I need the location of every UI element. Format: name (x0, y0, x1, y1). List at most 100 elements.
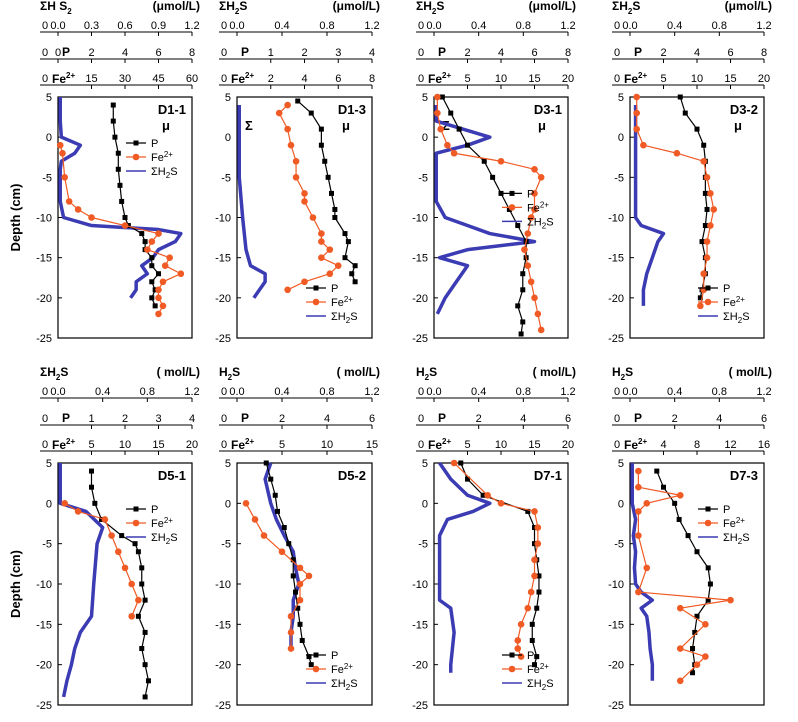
point-fe (292, 157, 300, 165)
h2s-axis-title: H2S (416, 365, 437, 382)
h2s-tick-label: 1.2 (184, 386, 199, 398)
point-fe (284, 286, 291, 294)
legend-marker-p (509, 190, 515, 196)
point-p (525, 508, 531, 514)
series-h2s (58, 97, 183, 299)
point-p (117, 182, 123, 188)
point-p (692, 629, 698, 635)
point-p (152, 287, 158, 293)
h2s-axis-units: (μmol/L) (333, 0, 380, 13)
point-p (506, 206, 512, 212)
p-tick-label: 4 (694, 47, 700, 59)
y-tick-label: 5 (46, 458, 52, 470)
point-p (92, 500, 98, 506)
point-fe (635, 467, 642, 475)
y-tick-label: -15 (36, 619, 52, 631)
point-p (705, 565, 711, 571)
h2s-tick-label: 0.4 (471, 20, 486, 32)
y-tick-label: -20 (215, 293, 231, 305)
p-tick-label: 2 (464, 47, 470, 59)
point-p (139, 581, 145, 587)
point-fe (121, 564, 129, 572)
y-tick-label: -15 (412, 253, 428, 265)
point-fe (242, 500, 250, 507)
y-tick-label: -5 (418, 172, 428, 184)
series-p (439, 94, 529, 337)
series-p (89, 468, 151, 700)
fe-tick-label: 15 (528, 73, 540, 85)
h2s-tick-label: 0.3 (84, 20, 99, 32)
point-fe (121, 222, 129, 229)
series-fe (450, 459, 542, 660)
legend-label-p: P (331, 650, 338, 662)
y-tick-label: -15 (215, 253, 231, 265)
point-p (142, 629, 148, 635)
series-p (458, 460, 542, 668)
point-p (145, 678, 151, 684)
h2s-axis-units: (μmol/L) (529, 0, 576, 13)
point-p (119, 198, 125, 204)
legend-label-h2s: ΣH2S (527, 216, 554, 230)
legend-marker-fe (312, 665, 320, 673)
p-tick-label: 6 (565, 413, 571, 425)
point-fe (56, 141, 64, 149)
point-fe (484, 491, 491, 499)
point-p (481, 158, 487, 164)
p-tick-label: 3 (155, 413, 161, 425)
p-tick-label: 2 (88, 47, 94, 59)
p-tick-label: 4 (369, 47, 375, 59)
series-line-p (656, 470, 712, 673)
mu-label: μ (734, 118, 742, 133)
p-zero-label: 0 (418, 47, 424, 59)
y-tick-label: 0 (46, 498, 52, 510)
fe-axis-symbol: Fe2+ (52, 437, 75, 452)
p-tick-label: 2 (660, 47, 666, 59)
point-fe (707, 222, 714, 229)
point-p (119, 533, 125, 539)
point-fe (148, 238, 156, 245)
p-tick-label: 1 (268, 47, 274, 59)
point-p (699, 239, 705, 245)
point-p (532, 541, 537, 547)
point-fe (524, 230, 532, 237)
point-p (142, 694, 148, 700)
y-tick-label: -5 (42, 539, 52, 551)
point-p (342, 255, 348, 261)
point-p (139, 231, 145, 237)
legend-marker-fe (508, 204, 516, 211)
fe-tick-label: 20 (562, 73, 574, 85)
legend-marker-p (509, 652, 515, 658)
fe-tick-label: 5 (279, 439, 285, 451)
p-zero-label: 0 (418, 413, 424, 425)
series-fe (434, 93, 545, 334)
point-fe (635, 588, 642, 596)
point-p (705, 597, 711, 603)
point-p (89, 484, 94, 490)
fe-axis-symbol: Fe2+ (624, 437, 647, 452)
point-p (295, 605, 301, 611)
h2s-tick-label: 0.4 (471, 386, 486, 398)
series-line-h2s (437, 462, 492, 673)
point-fe (697, 302, 704, 310)
series-h2s (633, 105, 666, 306)
h2s-axis-title: ΣH2S (40, 365, 68, 382)
p-axis-symbol: P (438, 45, 446, 59)
fe-tick-label: 20 (758, 73, 770, 85)
h2s-tick-label: 1.2 (184, 20, 199, 32)
point-fe (284, 101, 291, 109)
series-line-p (265, 462, 312, 665)
series-p (110, 102, 161, 309)
legend-label-p: P (151, 138, 158, 150)
point-fe (292, 174, 300, 181)
h2s-axis-units: ( mol/L) (533, 365, 576, 379)
point-fe (166, 254, 173, 261)
h2s-axis-title: H2S (219, 365, 240, 382)
fe-zero-label: 0 (221, 73, 227, 85)
y-tick-label: -20 (215, 660, 231, 672)
point-fe (534, 524, 542, 531)
point-fe (531, 294, 538, 302)
h2s-tick-label: 0.0 (229, 20, 244, 32)
y-tick-label: -20 (36, 293, 52, 305)
fe-zero-label: 0 (42, 73, 48, 85)
